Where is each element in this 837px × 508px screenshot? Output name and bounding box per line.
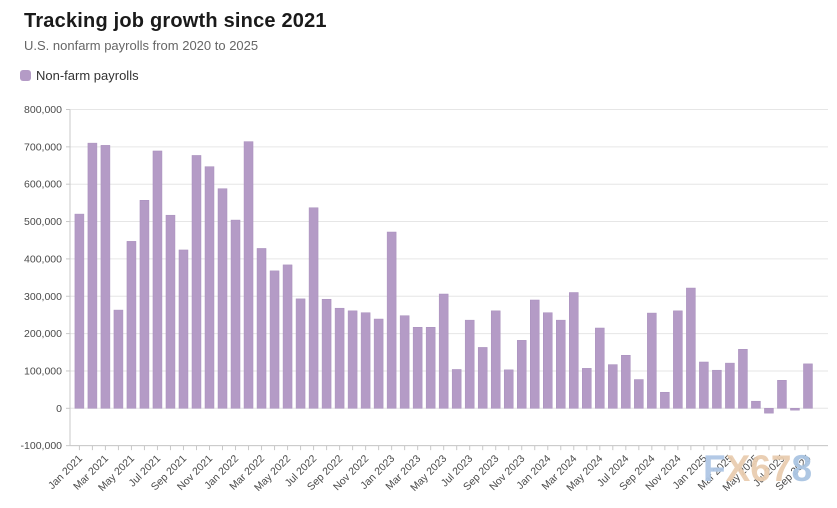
bar-aug-2025: [790, 408, 800, 411]
bar-jan-2024: [543, 312, 553, 409]
bar-jul-2025: [777, 380, 787, 409]
bar-mar-2023: [412, 327, 423, 409]
x-axis-ticks: [78, 445, 809, 451]
bar-aug-2021: [165, 214, 176, 409]
bar-jun-2022: [295, 298, 306, 409]
bar-jan-2025: [699, 361, 709, 409]
bar-jul-2023: [464, 319, 475, 409]
bar-nov-2022: [360, 312, 371, 409]
bar-dec-2022: [373, 318, 384, 409]
bar-aug-2023: [477, 347, 488, 409]
bar-may-2022: [282, 264, 293, 409]
bar-may-2023: [438, 293, 449, 409]
bar-aug-2022: [321, 298, 332, 409]
legend-item-nonfarm-payrolls[interactable]: Non-farm payrolls: [20, 68, 139, 83]
bar-may-2025: [751, 400, 761, 409]
bar-oct-2023: [503, 369, 514, 409]
bar-nov-2024: [673, 310, 683, 409]
bar-may-2021: [126, 241, 137, 409]
bar-feb-2021: [87, 142, 98, 409]
bar-aug-2024: [634, 379, 644, 409]
y-axis-label: 400,000: [24, 253, 62, 265]
bar-apr-2021: [113, 309, 124, 409]
y-axis-label: 100,000: [24, 365, 62, 377]
bar-feb-2024: [556, 319, 566, 409]
bar-dec-2023: [530, 299, 540, 409]
bar-mar-2024: [569, 292, 579, 409]
bar-sep-2022: [334, 307, 345, 409]
bar-feb-2025: [712, 369, 722, 409]
y-axis-label: 300,000: [24, 291, 62, 303]
bar-nov-2023: [516, 340, 527, 409]
bar-nov-2021: [204, 166, 215, 409]
bar-oct-2022: [347, 310, 358, 409]
legend-swatch-icon: [20, 70, 31, 81]
bar-sep-2023: [490, 310, 501, 409]
bar-jun-2023: [451, 369, 462, 409]
bar-apr-2022: [269, 270, 280, 409]
bar-apr-2025: [738, 349, 748, 409]
bar-sep-2025: [803, 363, 813, 409]
y-axis-label: 800,000: [24, 104, 62, 116]
y-axis-label: 200,000: [24, 328, 62, 340]
bar-jul-2022: [308, 207, 319, 409]
bar-jun-2021: [139, 200, 150, 409]
bar-oct-2021: [191, 155, 202, 409]
y-axis-label: -100,000: [21, 440, 63, 452]
bar-may-2024: [595, 327, 605, 409]
bar-oct-2024: [660, 391, 670, 409]
bar-mar-2022: [256, 248, 267, 409]
bar-mar-2025: [725, 362, 735, 409]
bar-jun-2024: [608, 364, 618, 409]
bar-apr-2023: [425, 327, 436, 409]
bars: [74, 141, 813, 414]
page-title: Tracking job growth since 2021: [24, 10, 327, 32]
bar-apr-2024: [582, 368, 592, 409]
chart-subtitle: U.S. nonfarm payrolls from 2020 to 2025: [24, 38, 259, 53]
bar-dec-2021: [217, 188, 228, 409]
bar-jan-2022: [230, 219, 241, 409]
bar-jan-2021: [74, 213, 85, 409]
y-axis-label: 700,000: [24, 141, 62, 153]
bar-sep-2021: [178, 249, 189, 409]
bar-dec-2024: [686, 287, 696, 409]
bar-sep-2024: [647, 312, 657, 409]
y-axis-label: 500,000: [24, 216, 62, 228]
bar-feb-2023: [399, 315, 410, 409]
bar-jun-2025: [764, 408, 774, 414]
y-axis-label: 0: [56, 403, 62, 415]
bar-jan-2023: [386, 231, 397, 409]
y-axis-label: 600,000: [24, 179, 62, 191]
bar-jul-2024: [621, 355, 631, 409]
bar-mar-2021: [100, 145, 111, 409]
bar-feb-2022: [243, 141, 254, 409]
y-axis-labels: -100,000 0 100,000 200,000 300,000 400,000 500…: [21, 104, 63, 452]
bar-jul-2021: [152, 150, 163, 409]
legend-label: Non-farm payrolls: [36, 68, 139, 83]
